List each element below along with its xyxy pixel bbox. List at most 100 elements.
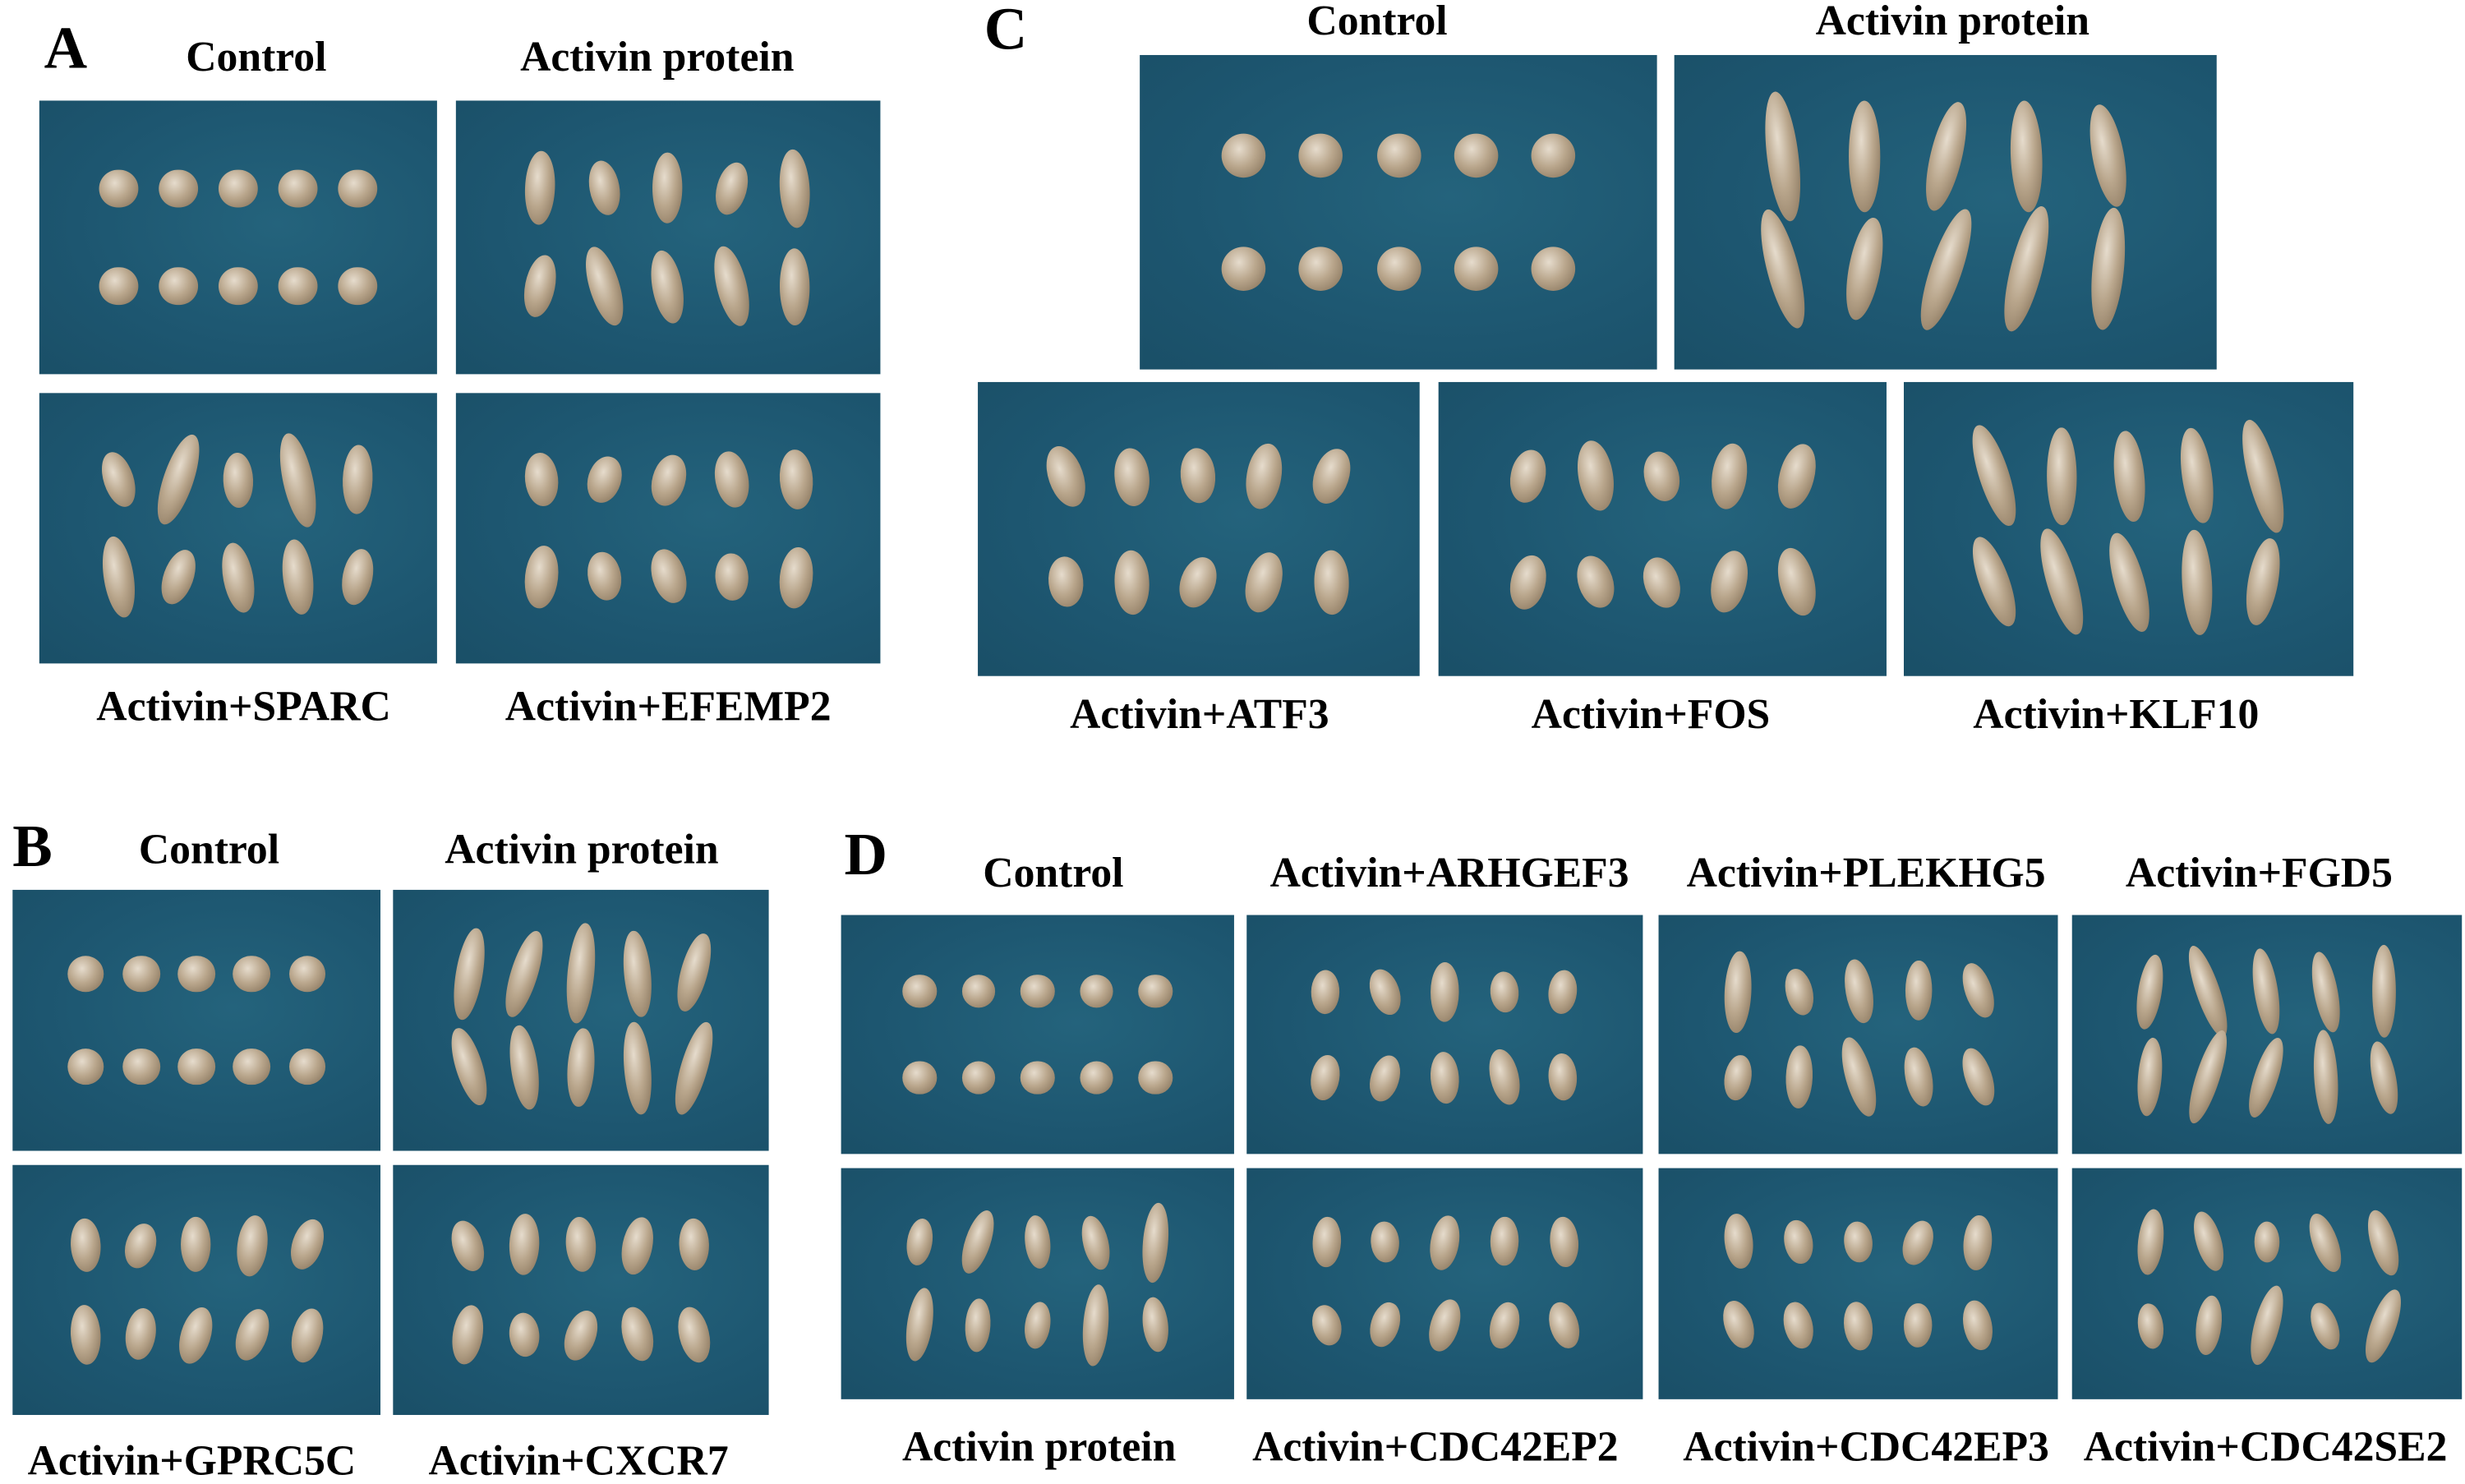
embryo	[222, 451, 255, 508]
embryo	[177, 1048, 215, 1086]
embryo	[1298, 247, 1343, 291]
photo-d-cdc42ep3	[1658, 1168, 2058, 1399]
embryo	[2254, 1221, 2280, 1263]
embryo	[1905, 961, 1932, 1022]
embryo	[2133, 1207, 2167, 1277]
embryo	[1639, 447, 1686, 505]
embryo	[1488, 970, 1520, 1013]
embryo	[2234, 416, 2292, 537]
embryo	[1423, 1295, 1466, 1355]
embryo	[2311, 1029, 2341, 1126]
embryo	[1370, 1220, 1401, 1265]
embryo	[1956, 1044, 2001, 1110]
embryo	[122, 1048, 160, 1086]
embryo	[1306, 444, 1357, 509]
embryo	[444, 1025, 493, 1110]
embryo	[1717, 1297, 1759, 1353]
embryo	[961, 975, 996, 1008]
embryo	[1995, 202, 2058, 336]
embryo	[228, 1304, 275, 1366]
photo-d-cdc42se2	[2071, 1168, 2463, 1399]
embryo	[338, 168, 377, 208]
embryo	[499, 927, 551, 1020]
embryo	[505, 1023, 544, 1111]
photo-a-sparc	[39, 393, 437, 664]
embryo	[644, 545, 692, 609]
embryo	[67, 1048, 105, 1086]
photo-c-atf3	[978, 381, 1420, 676]
embryo	[1376, 247, 1421, 291]
embryo	[217, 539, 260, 615]
embryo	[2306, 949, 2345, 1035]
embryo	[667, 1017, 720, 1117]
embryo	[279, 267, 317, 306]
embryo	[522, 451, 560, 509]
embryo	[98, 534, 141, 620]
embryo	[521, 544, 560, 610]
label-d-activin: Activin protein	[901, 1422, 1177, 1470]
embryo	[69, 1303, 104, 1366]
embryo	[1904, 1302, 1933, 1348]
embryo	[2182, 942, 2236, 1041]
embryo	[1841, 1299, 1876, 1352]
photo-b-control	[12, 889, 381, 1151]
embryo	[2305, 1297, 2346, 1353]
embryo	[1490, 1217, 1519, 1267]
embryo	[1961, 1214, 1994, 1270]
embryo	[564, 1026, 597, 1108]
embryo	[1910, 203, 1981, 334]
embryo	[1505, 446, 1551, 506]
photo-a-efemp2	[455, 393, 881, 664]
embryo	[1080, 1060, 1113, 1095]
photo-d-fgd5	[2071, 915, 2463, 1154]
embryo	[219, 267, 258, 306]
embryo	[1021, 975, 1055, 1008]
embryo	[1752, 205, 1814, 333]
embryo	[2187, 1208, 2230, 1276]
embryo	[2083, 101, 2134, 210]
embryo	[446, 1215, 491, 1274]
embryo	[1311, 1216, 1341, 1268]
embryo	[714, 552, 750, 601]
embryo	[780, 247, 811, 325]
embryo	[1485, 1298, 1524, 1353]
embryo	[776, 449, 814, 510]
embryo	[508, 1213, 541, 1277]
embryo	[1113, 549, 1152, 615]
embryo	[1139, 1201, 1172, 1284]
embryo	[1956, 960, 2000, 1023]
embryo	[710, 449, 753, 510]
embryo	[173, 1302, 219, 1367]
embryo	[159, 267, 198, 306]
title-c-activin: Activin protein	[1815, 0, 2090, 44]
embryo	[149, 430, 208, 529]
embryo	[288, 1048, 325, 1086]
embryo	[338, 267, 377, 306]
embryo	[578, 242, 631, 330]
embryo	[2362, 1205, 2406, 1279]
embryo	[1531, 247, 1576, 291]
label-b-gprc5c: Activin+GPRC5C	[27, 1436, 357, 1484]
embryo	[964, 1297, 993, 1353]
embryo	[2244, 1282, 2290, 1368]
embryo	[2241, 536, 2286, 629]
embryo	[903, 1216, 936, 1268]
embryo	[99, 168, 138, 208]
embryo	[1543, 1298, 1584, 1353]
embryo	[582, 452, 628, 508]
embryo	[1964, 532, 2024, 632]
title-d-arhgef3: Activin+ARHGEF3	[1269, 849, 1629, 896]
embryo	[1897, 1215, 1939, 1269]
embryo	[2031, 524, 2091, 639]
embryo	[1046, 555, 1086, 609]
embryo	[219, 168, 258, 208]
embryo	[584, 158, 624, 219]
embryo	[122, 1307, 160, 1363]
embryo	[1242, 440, 1288, 512]
label-c-atf3: Activin+ATF3	[1070, 689, 1329, 738]
embryo	[652, 152, 684, 224]
embryo	[2008, 99, 2045, 212]
embryo	[2086, 206, 2131, 332]
embryo	[1781, 1218, 1816, 1266]
